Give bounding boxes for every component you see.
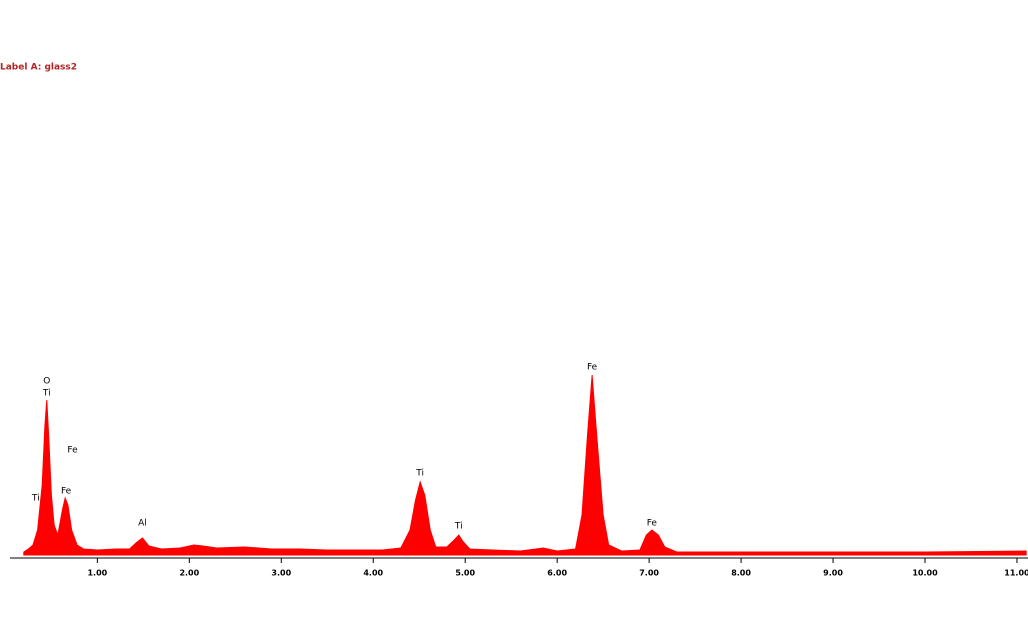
peak-label: Ti bbox=[42, 389, 51, 399]
peak-label: Ti bbox=[415, 469, 424, 479]
x-tick-label: 1.00 bbox=[87, 569, 107, 578]
peak-label: Fe bbox=[61, 487, 72, 497]
chart-title: Label A: glass2 bbox=[0, 63, 77, 73]
peak-label: Fe bbox=[647, 519, 658, 529]
x-tick-label: 3.00 bbox=[271, 569, 291, 578]
peak-label: Ti bbox=[31, 494, 40, 504]
x-tick-label: 2.00 bbox=[179, 569, 199, 578]
peak-label: Al bbox=[138, 519, 147, 529]
x-tick-label: 6.00 bbox=[547, 569, 567, 578]
peak-label: O bbox=[43, 377, 50, 387]
peak-label: Ti bbox=[454, 522, 463, 532]
x-tick-label: 10.00 bbox=[912, 569, 938, 578]
peak-label: Fe bbox=[67, 446, 78, 456]
x-tick-label: 4.00 bbox=[363, 569, 383, 578]
x-tick-label: 5.00 bbox=[455, 569, 475, 578]
peak-label: Fe bbox=[587, 363, 598, 373]
x-tick-label: 8.00 bbox=[731, 569, 751, 578]
x-tick-label: 11.00 bbox=[1004, 569, 1028, 578]
spectrum-area bbox=[23, 374, 1027, 556]
x-tick-label: 9.00 bbox=[823, 569, 843, 578]
x-tick-label: 7.00 bbox=[639, 569, 659, 578]
